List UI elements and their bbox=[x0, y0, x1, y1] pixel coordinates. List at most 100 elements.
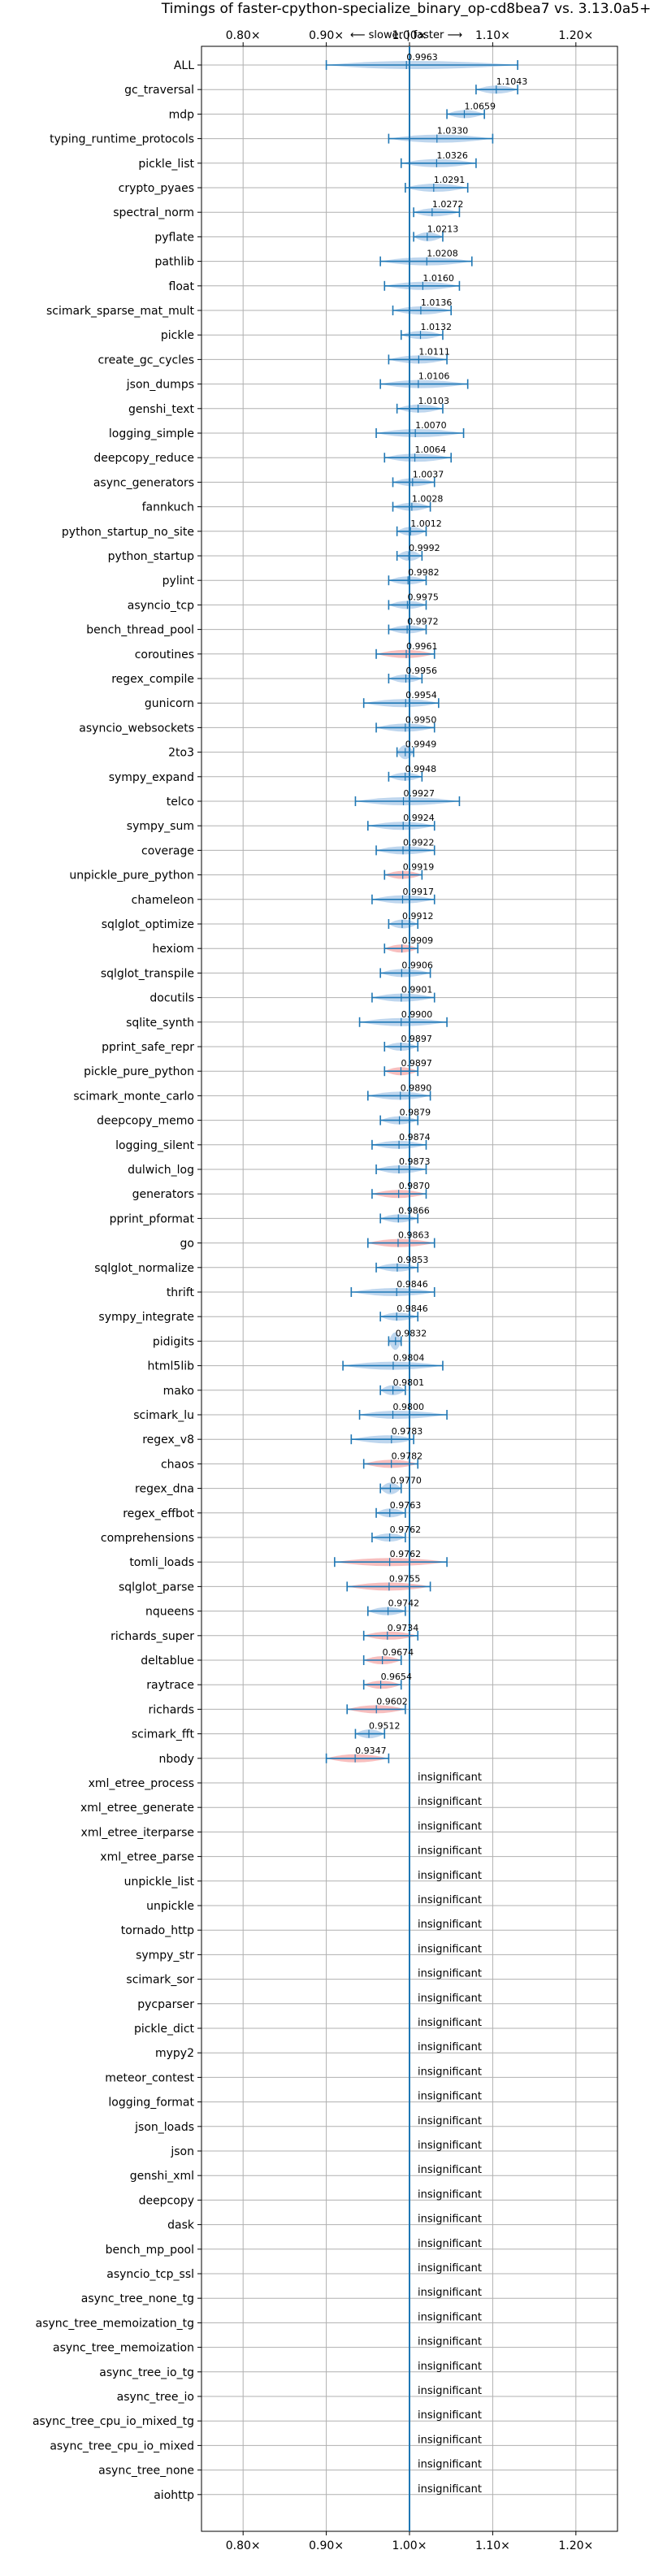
insignificant-label: insignificant bbox=[418, 1772, 482, 1784]
benchmark-label: logging_simple bbox=[109, 427, 194, 440]
benchmark-label: ALL bbox=[174, 59, 194, 72]
benchmark-label: deepcopy_memo bbox=[97, 1115, 194, 1128]
value-label: 0.9982 bbox=[408, 567, 440, 578]
insignificant-label: insignificant bbox=[418, 2409, 482, 2422]
benchmark-label: async_tree_memoization_tg bbox=[36, 2317, 194, 2330]
value-label: 0.9347 bbox=[355, 1746, 387, 1756]
value-label: 1.0028 bbox=[412, 494, 444, 505]
tick-label-bottom: 0.90× bbox=[309, 2539, 344, 2552]
insignificant-label: insignificant bbox=[418, 1894, 482, 1906]
chart-title: Timings of faster-cpython-specialize_bin… bbox=[161, 1, 650, 17]
insignificant-label: insignificant bbox=[418, 1820, 482, 1832]
value-label: 0.9879 bbox=[400, 1108, 431, 1118]
benchmark-label: xml_etree_iterparse bbox=[81, 1826, 194, 1839]
benchmark-label: hexiom bbox=[152, 943, 194, 956]
value-label: 0.9948 bbox=[405, 764, 436, 774]
value-label: 0.9897 bbox=[401, 1058, 431, 1069]
value-label: 0.9870 bbox=[399, 1181, 431, 1191]
benchmark-label: float bbox=[169, 280, 195, 293]
tick-label-top: 1.00× bbox=[392, 29, 427, 42]
benchmark-label: pprint_safe_repr bbox=[102, 1041, 194, 1054]
insignificant-label: insignificant bbox=[418, 2287, 482, 2299]
insignificant-label: insignificant bbox=[418, 2361, 482, 2373]
benchmark-label: tornado_http bbox=[121, 1924, 194, 1937]
value-label: 0.9654 bbox=[381, 1672, 413, 1682]
value-label: 0.9866 bbox=[398, 1205, 430, 1216]
value-label: 0.9762 bbox=[390, 1549, 421, 1559]
benchmark-label: unpickle_list bbox=[124, 1876, 195, 1889]
insignificant-label: insignificant bbox=[418, 2115, 482, 2127]
insignificant-label: insignificant bbox=[418, 1993, 482, 2005]
insignificant-label: insignificant bbox=[418, 1796, 482, 1808]
value-label: 1.0136 bbox=[421, 297, 453, 308]
benchmark-label: sqlglot_parse bbox=[119, 1581, 194, 1594]
insignificant-label: insignificant bbox=[418, 2188, 482, 2201]
benchmark-label: async_tree_none_tg bbox=[81, 2292, 194, 2305]
value-label: 0.9804 bbox=[393, 1353, 424, 1364]
value-label: 1.0326 bbox=[436, 150, 468, 161]
benchmark-label: genshi_xml bbox=[130, 2170, 194, 2183]
value-label: 0.9919 bbox=[403, 862, 434, 873]
value-label: 1.0132 bbox=[421, 322, 453, 332]
benchmark-label: json_loads bbox=[134, 2121, 194, 2134]
benchmark-label: regex_compile bbox=[111, 673, 194, 686]
value-label: 0.9901 bbox=[401, 985, 433, 995]
benchmark-label: async_generators bbox=[93, 476, 194, 489]
value-label: 0.9734 bbox=[388, 1623, 419, 1633]
benchmark-label: coverage bbox=[141, 844, 194, 857]
benchmark-label: nqueens bbox=[145, 1606, 194, 1619]
benchmark-label: asyncio_websockets bbox=[79, 722, 194, 735]
benchmark-label: async_tree_cpu_io_mixed_tg bbox=[32, 2415, 194, 2428]
benchmark-label: async_tree_memoization bbox=[53, 2342, 194, 2355]
value-label: 0.9992 bbox=[409, 543, 440, 553]
value-label: 0.9956 bbox=[405, 666, 437, 676]
benchmark-label: json bbox=[170, 2145, 194, 2158]
value-label: 0.9972 bbox=[407, 617, 439, 627]
benchmark-label: xml_etree_process bbox=[89, 1777, 194, 1790]
benchmark-label: mdp bbox=[169, 108, 195, 121]
value-label: 0.9512 bbox=[369, 1721, 401, 1732]
benchmark-label: regex_v8 bbox=[142, 1433, 194, 1446]
value-label: 0.9863 bbox=[398, 1230, 430, 1241]
benchmark-label: typing_runtime_protocols bbox=[50, 133, 194, 146]
benchmark-label: generators bbox=[132, 1188, 194, 1201]
value-label: 0.9909 bbox=[402, 935, 434, 946]
benchmark-label: bench_thread_pool bbox=[86, 624, 194, 637]
benchmark-label: sympy_str bbox=[136, 1949, 194, 1962]
insignificant-label: insignificant bbox=[418, 1845, 482, 1858]
benchmark-label: logging_format bbox=[108, 2097, 194, 2110]
insignificant-label: insignificant bbox=[418, 2041, 482, 2053]
insignificant-label: insignificant bbox=[418, 1968, 482, 1980]
benchmark-label: pidigits bbox=[153, 1335, 194, 1348]
value-label: 1.0160 bbox=[422, 273, 454, 284]
benchmark-label: meteor_contest bbox=[105, 2071, 194, 2084]
value-label: 0.9890 bbox=[401, 1082, 431, 1093]
value-label: 0.9912 bbox=[402, 911, 433, 922]
benchmark-label: python_startup bbox=[108, 550, 194, 563]
value-label: 1.0070 bbox=[415, 420, 446, 431]
benchmark-label: pyflate bbox=[154, 231, 194, 244]
benchmark-label: pickle_list bbox=[138, 158, 194, 171]
benchmark-label: logging_silent bbox=[115, 1139, 194, 1152]
value-label: 1.0208 bbox=[427, 249, 458, 259]
insignificant-label: insignificant bbox=[418, 2238, 482, 2250]
value-labels: 0.9963 1.1043 1.0659 1.0330 1.0326 1.0291 1.02… bbox=[355, 52, 527, 2496]
value-label: 1.0659 bbox=[464, 101, 496, 111]
x-axis: 0.80× 0.80× 0.90× 0.90× 1.00× 1.00× 1.10× 1.10×… bbox=[197, 29, 593, 2552]
benchmark-label: bench_mp_pool bbox=[106, 2244, 194, 2257]
value-label: 1.0111 bbox=[418, 346, 450, 357]
benchmark-label: fannkuch bbox=[142, 501, 194, 514]
value-label: 0.9742 bbox=[388, 1598, 420, 1609]
benchmark-label: asyncio_tcp_ssl bbox=[106, 2268, 194, 2281]
value-label: 0.9917 bbox=[403, 887, 435, 897]
value-label: 1.0291 bbox=[434, 175, 466, 185]
benchmark-label: spectral_norm bbox=[113, 206, 194, 219]
insignificant-label: insignificant bbox=[418, 2091, 482, 2103]
value-label: 0.9846 bbox=[396, 1279, 428, 1290]
benchmark-label: deepcopy bbox=[139, 2194, 194, 2207]
value-label: 1.0213 bbox=[427, 223, 459, 234]
value-label: 0.9832 bbox=[396, 1328, 427, 1338]
value-label: 0.9770 bbox=[390, 1476, 422, 1486]
insignificant-label: insignificant bbox=[418, 1919, 482, 1931]
